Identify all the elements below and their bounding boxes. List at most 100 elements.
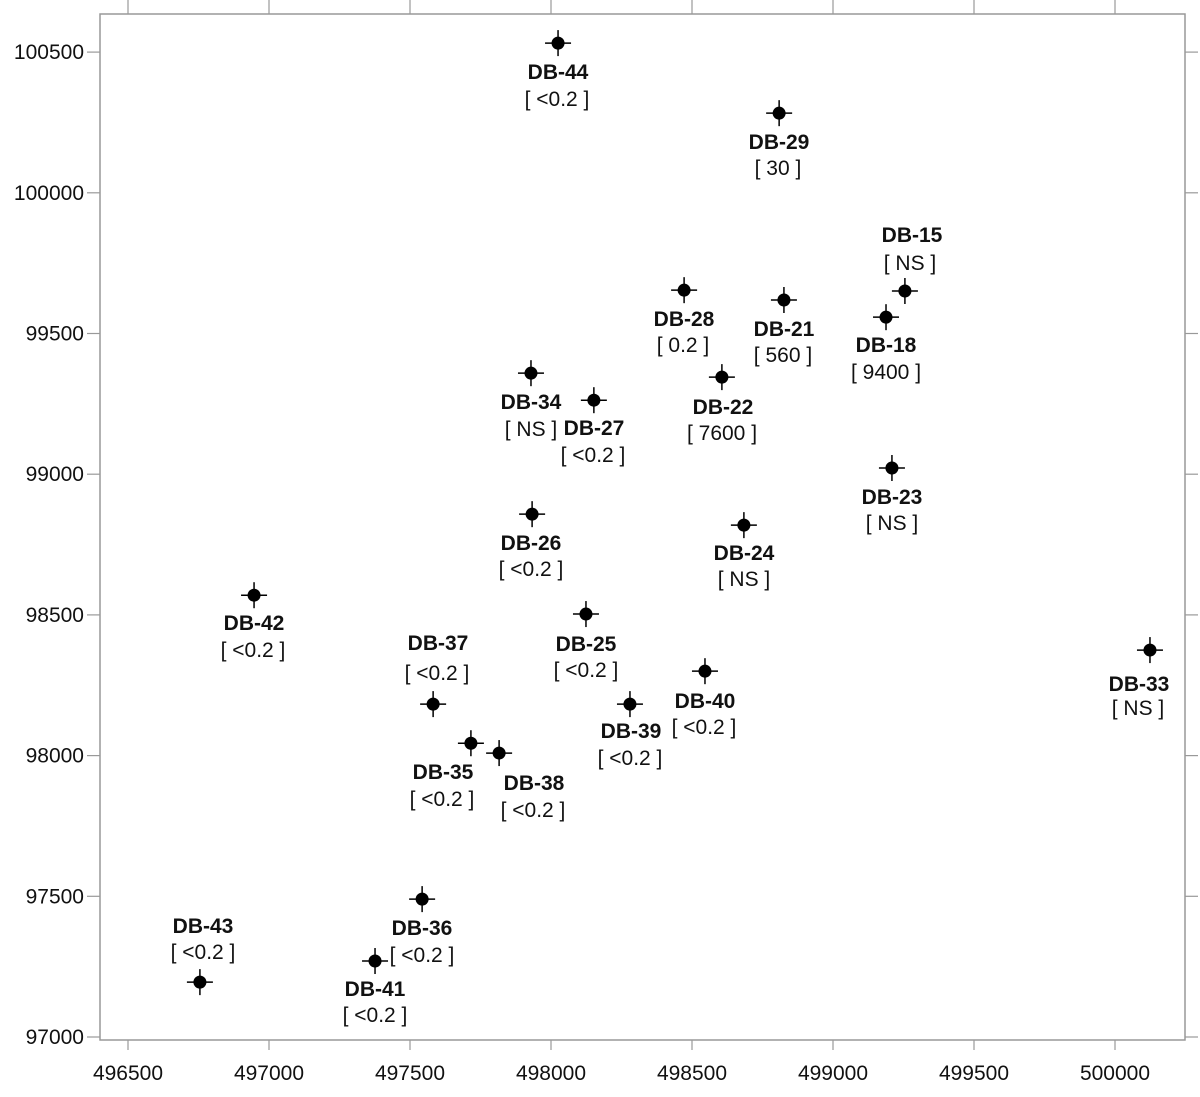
point-value-label: [ <0.2 ]	[171, 941, 236, 964]
marker-dot	[677, 283, 691, 297]
point-value-label: [ 0.2 ]	[657, 334, 710, 357]
point-name-label: DB-18	[856, 334, 917, 357]
point-name-label: DB-39	[601, 720, 662, 743]
point-name-label: DB-41	[345, 978, 406, 1001]
data-point-db-33: DB-33[ NS ]	[1109, 637, 1170, 720]
point-value-label: [ NS ]	[1112, 697, 1165, 720]
point-name-label: DB-22	[693, 396, 754, 419]
marker-dot	[193, 975, 207, 989]
point-name-label: DB-15	[882, 224, 943, 247]
data-point-db-36: DB-36 [ <0.2 ]	[390, 886, 455, 967]
point-value-label: [ 7600 ]	[687, 422, 757, 445]
marker-dot	[772, 106, 786, 120]
marker-dot	[1143, 643, 1157, 657]
point-name-label: DB-26	[501, 532, 562, 555]
point-name-label: DB-37	[408, 632, 469, 655]
point-value-label: [ <0.2 ]	[525, 88, 590, 111]
y-tick-label: 98000	[26, 745, 84, 768]
marker-dot	[737, 518, 751, 532]
data-point-db-15: DB-15 [ NS ]	[882, 224, 943, 305]
data-point-db-38: DB-38 [ <0.2 ]	[486, 740, 565, 822]
marker-dot	[698, 664, 712, 678]
data-point-db-39: DB-39 [ <0.2 ]	[598, 691, 663, 770]
point-name-label: DB-35	[413, 761, 474, 784]
y-tick-label: 100000	[14, 182, 84, 205]
data-point-db-18: DB-18 [ 9400 ]	[851, 304, 921, 384]
point-name-label: DB-21	[754, 318, 815, 341]
point-name-label: DB-40	[675, 690, 736, 713]
plot-frame	[99, 13, 1186, 1041]
marker-dot	[368, 954, 382, 968]
point-name-label: DB-27	[564, 417, 625, 440]
data-point-db-41: DB-41 [ <0.2 ]	[343, 948, 408, 1027]
point-value-label: [ 30 ]	[755, 157, 802, 180]
data-point-db-24: DB-24 [ NS ]	[714, 512, 775, 591]
data-point-db-23: DB-23 [ NS ]	[862, 455, 922, 535]
point-name-label: DB-43	[173, 915, 234, 938]
point-value-label: [ <0.2 ]	[410, 788, 475, 811]
marker-dot	[885, 461, 899, 475]
point-name-label: DB-34	[501, 391, 562, 414]
point-value-label: [ <0.2 ]	[499, 558, 564, 581]
point-value-label: [ NS ]	[505, 418, 558, 441]
marker-dot	[777, 293, 791, 307]
point-value-label: [ <0.2 ]	[343, 1004, 408, 1027]
data-point-db-35: DB-35 [ <0.2 ]	[410, 730, 484, 811]
point-value-label: [ <0.2 ]	[221, 639, 286, 662]
x-tick-label: 497500	[375, 1062, 445, 1085]
data-point-db-34: DB-34 [ NS ]	[501, 360, 562, 441]
point-value-label: [ <0.2 ]	[390, 944, 455, 967]
point-value-label: [ <0.2 ]	[561, 444, 626, 467]
x-tick-label: 499500	[939, 1062, 1009, 1085]
point-value-label: [ <0.2 ]	[554, 659, 619, 682]
x-tick-label: 497000	[234, 1062, 304, 1085]
marker-dot	[464, 736, 478, 750]
point-name-label: DB-38	[504, 772, 565, 795]
data-point-db-40: DB-40 [ <0.2 ]	[672, 658, 737, 739]
point-name-label: DB-42	[224, 612, 285, 635]
data-point-db-25: DB-25 [ <0.2 ]	[554, 601, 619, 682]
data-point-db-29: DB-29 [ 30 ]	[749, 100, 810, 180]
point-name-label: DB-36	[392, 917, 453, 940]
point-value-label: [ <0.2 ]	[405, 662, 470, 685]
marker-dot	[715, 370, 729, 384]
marker-dot	[587, 393, 601, 407]
point-value-label: [ NS ]	[718, 568, 771, 591]
marker-dot	[524, 366, 538, 380]
x-tick-label: 500000	[1080, 1062, 1150, 1085]
point-value-label: [ 560 ]	[754, 344, 812, 367]
y-tick-label: 98500	[26, 604, 84, 627]
y-tick-label: 97000	[26, 1026, 84, 1049]
y-tick-label: 99000	[26, 463, 84, 486]
data-point-db-26: DB-26 [ <0.2 ]	[499, 501, 564, 581]
marker-dot	[415, 892, 429, 906]
point-name-label: DB-29	[749, 131, 810, 154]
point-value-label: [ <0.2 ]	[598, 747, 663, 770]
data-point-db-28: DB-28 [ 0.2 ]	[654, 277, 715, 357]
marker-dot	[879, 310, 893, 324]
marker-dot	[579, 607, 593, 621]
data-point-db-22: DB-22 [ 7600 ]	[687, 364, 757, 445]
point-value-label: [ <0.2 ]	[672, 716, 737, 739]
point-name-label: DB-25	[556, 633, 617, 656]
marker-dot	[623, 697, 637, 711]
point-name-label: DB-33	[1109, 673, 1170, 696]
point-name-label: DB-28	[654, 308, 715, 331]
point-value-label: [ 9400 ]	[851, 361, 921, 384]
marker-dot	[492, 746, 506, 760]
data-point-db-21: DB-21 [ 560 ]	[754, 287, 815, 367]
point-value-label: [ NS ]	[884, 252, 937, 275]
marker-dot	[247, 588, 261, 602]
marker-dot	[525, 507, 539, 521]
data-point-db-37: DB-37 [ <0.2 ]	[405, 632, 470, 718]
marker-dot	[898, 284, 912, 298]
x-tick-label: 498500	[657, 1062, 727, 1085]
y-tick-label: 100500	[14, 41, 84, 64]
data-point-db-43: DB-43 [ <0.2 ]	[171, 915, 236, 996]
y-tick-label: 99500	[26, 323, 84, 346]
y-tick-label: 97500	[26, 885, 84, 908]
point-name-label: DB-44	[528, 61, 589, 84]
data-point-db-42: DB-42 [ <0.2 ]	[221, 582, 286, 662]
x-tick-label: 498000	[516, 1062, 586, 1085]
